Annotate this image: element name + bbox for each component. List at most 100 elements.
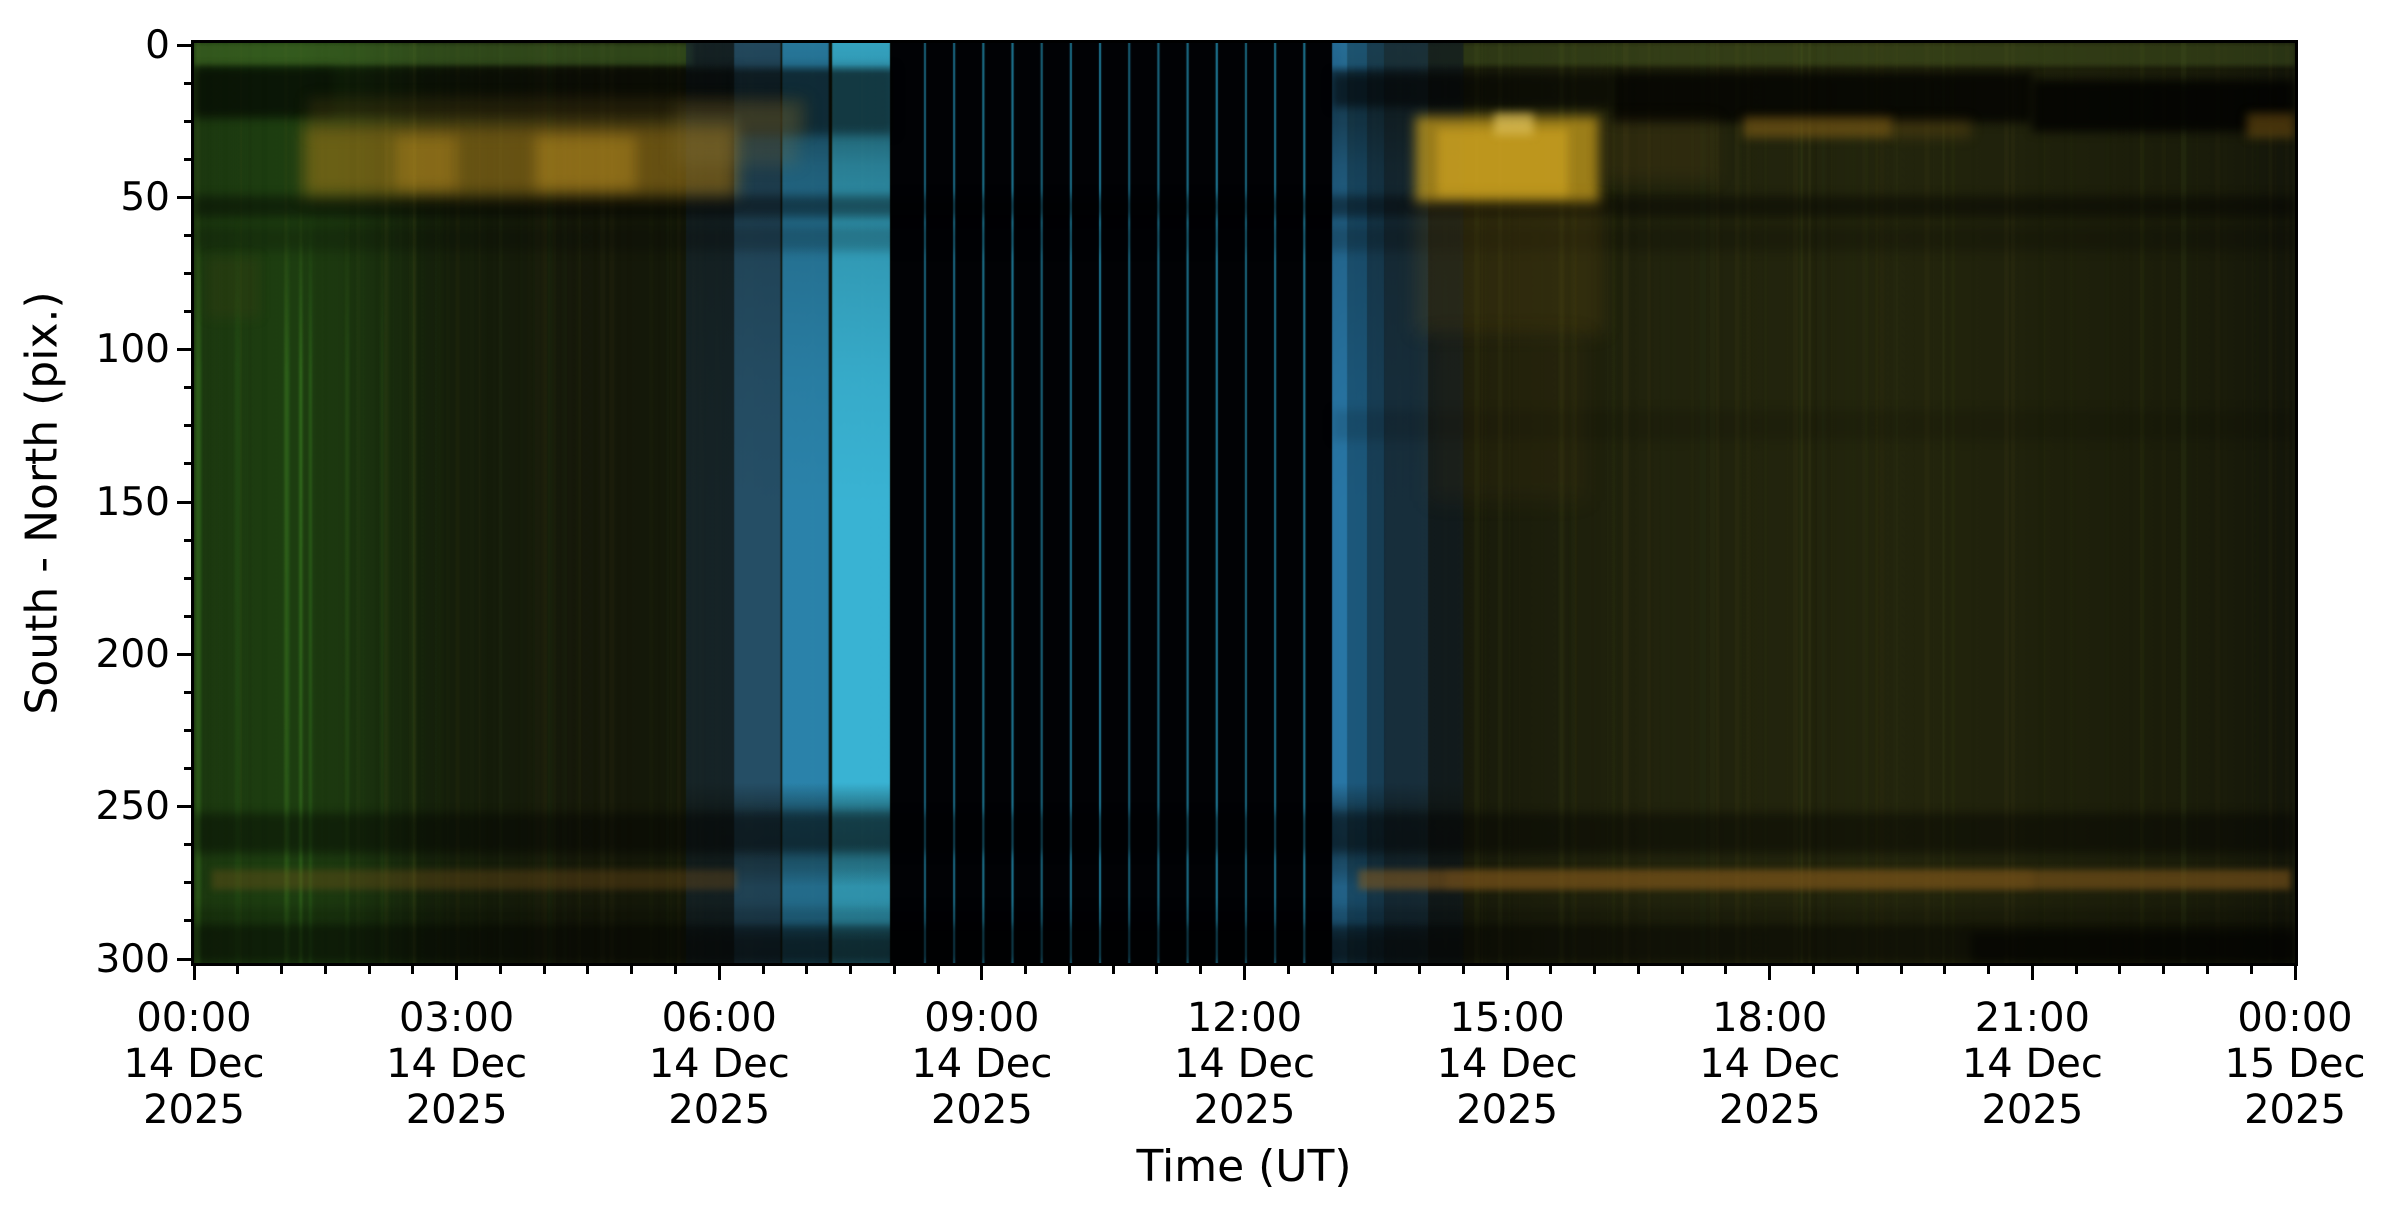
x-minor-tick xyxy=(1418,966,1422,974)
x-major-tick xyxy=(455,966,459,980)
x-tick-label-year: 2025 xyxy=(930,1087,1033,1133)
x-major-tick xyxy=(1243,966,1246,980)
x-minor-tick xyxy=(542,966,546,974)
x-major-tick xyxy=(717,966,721,980)
y-major-tick xyxy=(177,500,191,504)
x-minor-tick xyxy=(1680,966,1684,974)
y-minor-tick xyxy=(184,767,191,771)
x-minor-tick xyxy=(1155,966,1159,974)
x-minor-tick xyxy=(1724,966,1728,974)
y-minor-tick xyxy=(184,462,191,466)
y-tick-label: 300 xyxy=(95,936,170,982)
x-tick-label-date: 14 Dec xyxy=(1961,1041,2103,1087)
x-minor-tick xyxy=(586,966,590,974)
x-tick-label-year: 2025 xyxy=(2244,1087,2346,1133)
x-major-tick xyxy=(1505,966,1509,980)
x-tick-label: 00:00 14 Dec 2025 xyxy=(54,995,334,1133)
x-tick-label: 15:00 14 Dec 2025 xyxy=(1367,995,1647,1133)
y-minor-tick xyxy=(184,81,191,85)
x-minor-tick xyxy=(1636,966,1640,974)
x-major-tick xyxy=(980,966,984,980)
x-tick-label-year: 2025 xyxy=(405,1087,508,1133)
x-minor-tick xyxy=(411,966,415,974)
x-minor-tick xyxy=(673,966,677,974)
x-tick-label-time: 03:00 xyxy=(398,995,515,1041)
y-minor-tick xyxy=(184,424,191,428)
x-tick-label-date: 14 Dec xyxy=(1173,1041,1315,1087)
x-minor-tick xyxy=(367,966,371,974)
x-minor-tick xyxy=(1987,966,1991,974)
x-tick-label-year: 2025 xyxy=(1718,1087,1821,1133)
y-tick-label: 50 xyxy=(120,174,170,220)
x-tick-label-time: 09:00 xyxy=(924,995,1040,1041)
x-minor-tick xyxy=(1461,966,1465,974)
x-tick-label: 06:00 14 Dec 2025 xyxy=(579,995,859,1133)
y-axis-title: South - North (pix.) xyxy=(16,291,68,715)
x-minor-tick xyxy=(1330,966,1334,974)
x-tick-label-time: 21:00 xyxy=(1974,995,2091,1041)
y-tick-label: 200 xyxy=(95,631,170,677)
x-minor-tick xyxy=(761,966,765,974)
x-minor-tick xyxy=(1899,966,1903,974)
x-tick-label-date: 14 Dec xyxy=(911,1041,1053,1087)
y-major-tick xyxy=(177,652,191,656)
x-minor-tick xyxy=(849,966,853,974)
x-tick-label-time: 12:00 xyxy=(1186,995,1303,1041)
x-minor-tick xyxy=(498,966,502,974)
x-minor-tick xyxy=(936,966,940,974)
x-minor-tick xyxy=(892,966,896,974)
y-minor-tick xyxy=(184,310,191,314)
x-minor-tick xyxy=(280,966,284,974)
x-tick-label-date: 14 Dec xyxy=(1436,1041,1578,1087)
y-minor-tick xyxy=(184,919,191,923)
y-minor-tick xyxy=(184,119,191,123)
y-minor-tick xyxy=(184,272,191,275)
y-major-tick xyxy=(177,348,191,352)
y-tick-label: 250 xyxy=(95,784,170,830)
x-tick-label: 00:00 15 Dec 2025 xyxy=(2155,995,2393,1133)
y-minor-tick xyxy=(184,843,191,847)
x-minor-tick xyxy=(1549,966,1553,974)
y-minor-tick xyxy=(184,386,191,390)
x-tick-label-date: 14 Dec xyxy=(386,1041,528,1087)
x-minor-tick xyxy=(1374,966,1378,974)
x-tick-label-time: 15:00 xyxy=(1449,995,1565,1041)
x-tick-label-time: 06:00 xyxy=(661,995,777,1041)
keogram-heatmap xyxy=(194,43,2295,963)
y-major-tick xyxy=(177,957,191,961)
x-tick-label-date: 14 Dec xyxy=(1699,1041,1841,1087)
y-minor-tick xyxy=(184,614,191,618)
x-minor-tick xyxy=(2074,966,2078,974)
x-tick-label-year: 2025 xyxy=(1193,1087,1296,1133)
x-major-tick xyxy=(192,966,196,980)
y-tick-label: 150 xyxy=(95,479,170,525)
x-minor-tick xyxy=(1024,966,1028,974)
y-major-tick xyxy=(177,43,191,47)
x-tick-label-time: 00:00 xyxy=(136,995,252,1041)
x-tick-label: 18:00 14 Dec 2025 xyxy=(1630,995,1910,1133)
x-minor-tick xyxy=(1593,966,1597,974)
x-minor-tick xyxy=(236,966,240,974)
y-tick-label: 100 xyxy=(95,327,170,373)
y-minor-tick xyxy=(184,729,191,732)
x-minor-tick xyxy=(2162,966,2166,974)
x-axis-title: Time (UT) xyxy=(1136,1141,1352,1192)
x-minor-tick xyxy=(1943,966,1947,974)
x-tick-label-time: 00:00 xyxy=(2237,995,2353,1041)
x-tick-label-year: 2025 xyxy=(143,1087,245,1133)
x-minor-tick xyxy=(2118,966,2122,974)
x-tick-label-date: 14 Dec xyxy=(123,1041,265,1087)
x-tick-label-year: 2025 xyxy=(1456,1087,1559,1133)
x-minor-tick xyxy=(1199,966,1203,974)
x-tick-label-date: 14 Dec xyxy=(648,1041,790,1087)
x-tick-label: 21:00 14 Dec 2025 xyxy=(1892,995,2172,1133)
x-tick-label: 12:00 14 Dec 2025 xyxy=(1105,995,1385,1133)
x-minor-tick xyxy=(323,966,327,974)
y-minor-tick xyxy=(184,881,191,885)
x-tick-label-year: 2025 xyxy=(1981,1087,2084,1133)
x-tick-label: 03:00 14 Dec 2025 xyxy=(317,995,597,1133)
x-minor-tick xyxy=(1812,966,1816,974)
y-minor-tick xyxy=(184,233,191,237)
y-minor-tick xyxy=(184,538,191,542)
